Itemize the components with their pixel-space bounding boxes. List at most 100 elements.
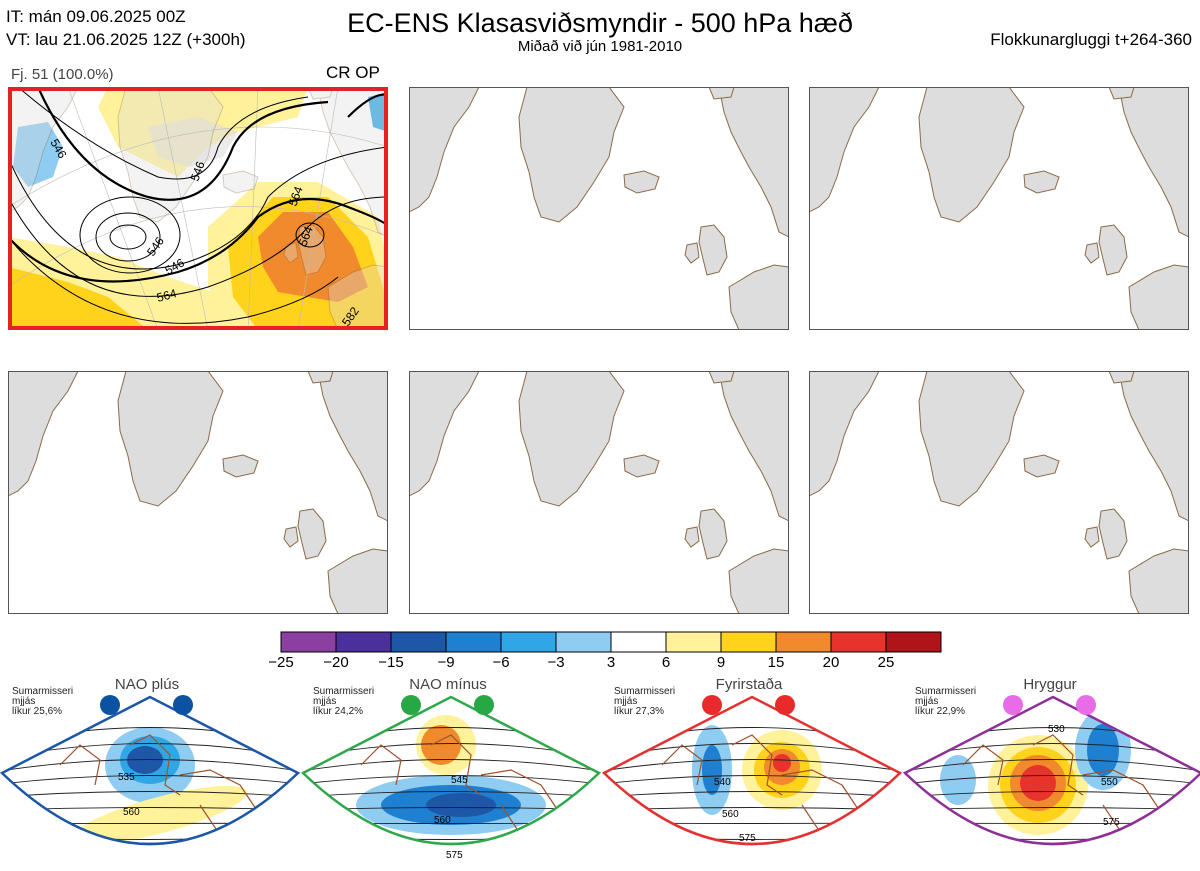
cluster-panel-4[interactable] — [8, 371, 388, 614]
colorbar-tick-label: 15 — [767, 654, 785, 671]
height-contour — [2, 791, 298, 798]
anomaly-fill — [773, 754, 791, 772]
regime-map-2[interactable]: 545 560 575 — [301, 675, 601, 871]
regime-note-line: mjjás — [614, 696, 638, 707]
height-contour — [2, 759, 298, 772]
colorbar-swatch — [885, 631, 942, 653]
regime-note-line: líkur 25,6% — [12, 706, 63, 717]
height-contour — [303, 791, 599, 798]
regime-map-3[interactable]: 540 560 575 — [602, 675, 902, 871]
anomaly-fill — [1087, 724, 1119, 776]
cluster-panel-3[interactable] — [809, 87, 1189, 330]
anomaly-fill — [1017, 851, 1049, 863]
colorbar-tick-label: 25 — [877, 654, 895, 671]
valid-time: VT: lau 21.06.2025 12Z (+300h) — [6, 30, 246, 49]
colorbar-tick-label: 6 — [661, 654, 671, 671]
cluster-panel-5[interactable] — [409, 371, 789, 614]
regime-marker-dot — [702, 695, 722, 715]
regime-marker-dot — [474, 695, 494, 715]
colorbar-tick-label: −15 — [378, 654, 404, 671]
regime-note-line: mjjás — [915, 696, 939, 707]
page-title: EC-ENS Klasasviðsmyndir - 500 hPa hæð — [347, 8, 853, 38]
coastline — [360, 734, 562, 844]
page-subtitle: Miðað við jún 1981-2010 — [517, 38, 683, 55]
regime-marker-dot — [1076, 695, 1096, 715]
regime-map-4[interactable]: 530 550 575 — [903, 675, 1200, 871]
regime-contour-label: 560 — [722, 809, 739, 820]
cluster-panel-2[interactable] — [409, 87, 789, 330]
regime-note-line: mjjás — [12, 696, 36, 707]
colorbar-swatch — [500, 631, 557, 653]
regime-contour-label: 560 — [434, 815, 451, 826]
regime-title: Hryggur — [1023, 676, 1077, 693]
regime-frame — [602, 695, 902, 846]
regime-note-line: líkur 24,2% — [313, 706, 364, 717]
regime-frame — [0, 695, 300, 846]
colorbar-tick-label: −6 — [492, 654, 510, 671]
height-contour — [2, 775, 298, 785]
regime-frame — [301, 695, 601, 846]
regime-note-line: mjjás — [313, 696, 337, 707]
regime-map-1[interactable]: 535 560 — [0, 675, 300, 871]
regime-contour-label: 575 — [739, 833, 756, 844]
colorbar-tick-label: 3 — [606, 654, 616, 671]
colorbar-swatch — [665, 631, 722, 653]
height-contour — [604, 775, 900, 785]
height-contour — [903, 849, 1200, 856]
regime-note: Sumarmisseri mjjás líkur 25,6% — [12, 687, 73, 717]
height-contour — [604, 759, 900, 772]
regime-note: Sumarmisseri mjjás líkur 22,9% — [915, 687, 976, 717]
colorbar — [280, 631, 942, 653]
colorbar-tick-label: 9 — [716, 654, 726, 671]
cluster-panel-1[interactable]: 546 546 546 546 564 564 564 582 — [8, 87, 388, 330]
init-time: IT: mán 09.06.2025 00Z — [6, 7, 186, 26]
regime-marker-dot — [100, 695, 120, 715]
colorbar-swatch — [610, 631, 667, 653]
colorbar-tick-label: −3 — [547, 654, 565, 671]
cluster-panel-6[interactable] — [809, 371, 1189, 614]
colorbar-swatch — [335, 631, 392, 653]
regime-marker-dot — [173, 695, 193, 715]
height-contour — [2, 822, 298, 824]
regime-note-line: Sumarmisseri — [614, 686, 676, 697]
height-contour — [905, 775, 1200, 785]
height-contour — [303, 775, 599, 785]
regime-contour-label: 535 — [118, 772, 135, 783]
coastline — [962, 734, 1164, 844]
anomaly-fill — [72, 785, 248, 844]
colorbar-swatch — [390, 631, 447, 653]
regime-note: Sumarmisseri mjjás líkur 24,2% — [313, 687, 374, 717]
anomaly-fill — [702, 745, 722, 795]
contour-label: 564 — [286, 184, 306, 208]
regime-marker-dot — [775, 695, 795, 715]
height-contour — [905, 791, 1200, 798]
height-contour — [602, 849, 902, 856]
regime-note-line: Sumarmisseri — [313, 686, 375, 697]
anomaly-fill — [421, 725, 461, 765]
regime-title: NAO plús — [114, 676, 180, 693]
cluster-1-label: Fj. 51 (100.0%) — [11, 66, 114, 83]
cluster-1-tag: CR OP — [326, 63, 380, 82]
regime-note-line: líkur 27,3% — [614, 706, 665, 717]
regime-contour-label: 545 — [451, 775, 468, 786]
colorbar-tick-label: −9 — [437, 654, 455, 671]
regime-marker-dot — [401, 695, 421, 715]
regime-contour-label: 550 — [1101, 777, 1118, 788]
contour-label: 564 — [155, 286, 178, 305]
colorbar-swatch — [555, 631, 612, 653]
height-contour — [604, 822, 900, 824]
contour-label: 564 — [296, 224, 316, 248]
colorbar-swatch — [720, 631, 777, 653]
anomaly-fill — [426, 793, 496, 817]
regime-marker-dot — [1003, 695, 1023, 715]
height-contour — [604, 791, 900, 798]
regime-title: NAO mínus — [409, 676, 487, 693]
regime-frame — [903, 695, 1200, 846]
regime-contour-label: 560 — [123, 807, 140, 818]
height-contour — [303, 759, 599, 772]
colorbar-swatch — [280, 631, 337, 653]
height-contour — [905, 822, 1200, 824]
anomaly-fill — [127, 746, 163, 774]
regime-contour-label: 575 — [1103, 817, 1120, 828]
colorbar-swatch — [830, 631, 887, 653]
